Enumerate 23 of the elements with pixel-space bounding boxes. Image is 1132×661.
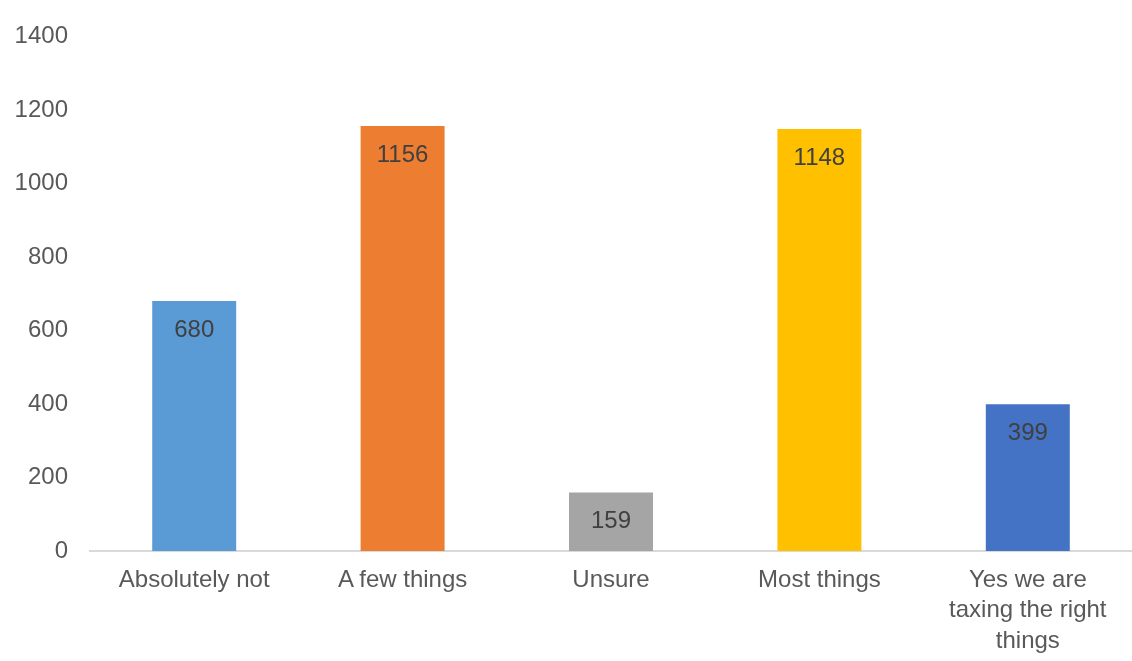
y-tick-label: 800 [27, 241, 68, 269]
x-tick-label: Yes we are taxing the right things [949, 564, 1107, 653]
y-tick-label: 1400 [14, 21, 68, 49]
x-tick-label: Absolutely not [118, 564, 270, 592]
data-label: 1148 [793, 142, 846, 170]
data-label: 1156 [376, 139, 429, 167]
bar [985, 404, 1070, 551]
bar [152, 301, 237, 551]
y-tick-label: 0 [54, 535, 68, 563]
y-tick-label: 1200 [14, 94, 68, 122]
bar [777, 129, 862, 551]
data-label: 680 [174, 314, 215, 342]
bar [569, 492, 653, 551]
y-tick-label: 600 [27, 315, 68, 343]
x-tick-label: Most things [758, 564, 881, 592]
y-tick-label: 1000 [14, 168, 68, 196]
data-label: 399 [1007, 417, 1048, 445]
y-tick-label: 400 [27, 388, 68, 416]
data-label: 159 [590, 506, 632, 534]
x-tick-label: A few things [337, 564, 468, 592]
y-tick-label: 200 [27, 462, 68, 490]
bar [360, 126, 445, 551]
x-tick-label: Unsure [572, 564, 650, 592]
